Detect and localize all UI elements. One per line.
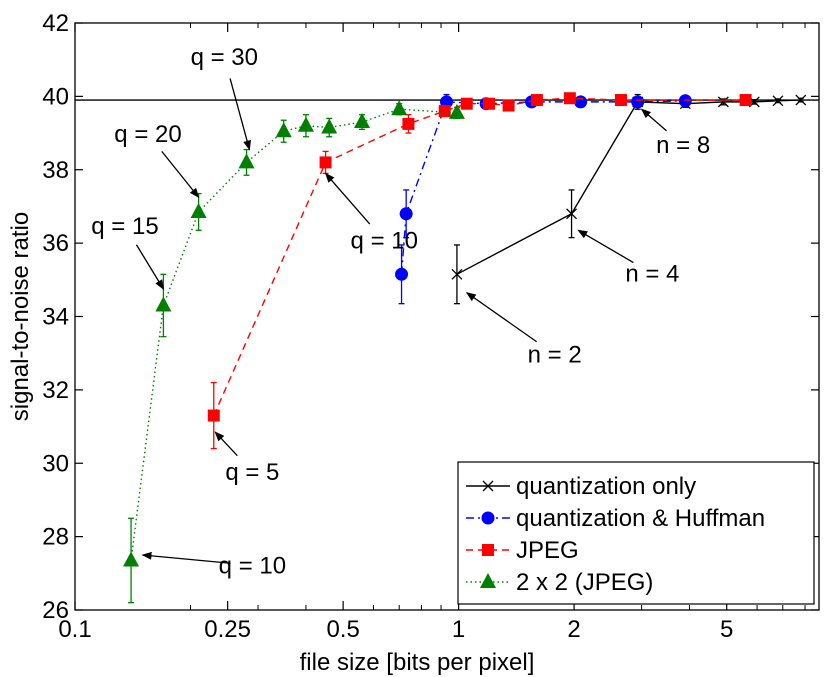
annotation-arrow-4 — [214, 431, 238, 457]
x-tick-label-2: 0.5 — [326, 616, 359, 643]
data-point-2-1 — [319, 156, 332, 169]
legend: quantization only quantization & Huffman J… — [457, 461, 815, 605]
y-tick-label-6: 38 — [42, 157, 69, 184]
data-point-2-7 — [530, 94, 543, 107]
y-tick-label-2: 30 — [42, 450, 69, 477]
legend-box — [457, 461, 815, 605]
data-point-0-4-stroke-b — [717, 96, 729, 108]
annotation-label-1: q = 20 — [114, 121, 181, 148]
annotation-label-0: q = 30 — [191, 44, 258, 71]
legend-label-2: JPEG — [516, 537, 579, 564]
annotation-layer: q = 30 q = 20 q = 15 q = 10 q = 5 q = 10 n = 8… — [91, 44, 710, 579]
annotation-arrow-0 — [229, 78, 251, 151]
x-tick-label-0: 0.1 — [58, 616, 91, 643]
annotation-arrow-7 — [577, 229, 634, 264]
data-point-0-1-stroke-b — [566, 208, 578, 220]
data-point-2-0 — [207, 409, 220, 422]
x-tick-label-4: 2 — [567, 616, 580, 643]
annotation-arrow-2 — [135, 244, 164, 290]
legend-label-3: 2 x 2 (JPEG) — [516, 569, 653, 596]
annotation-label-7: n = 4 — [625, 261, 679, 288]
data-point-0-0 — [451, 268, 463, 280]
data-point-3-1 — [155, 296, 172, 312]
legend-marker-3 — [480, 573, 496, 588]
data-point-2-9 — [614, 94, 627, 107]
data-point-3-2 — [190, 202, 207, 218]
series-line-2 — [213, 97, 746, 416]
annotation-label-5: q = 10 — [219, 552, 286, 579]
data-point-3-6 — [321, 118, 338, 134]
y-tick-label-3: 32 — [42, 377, 69, 404]
series-line-0 — [456, 99, 801, 275]
data-point-1-1 — [399, 207, 413, 221]
legend-label-0: quantization only — [516, 473, 696, 500]
legend-marker-0-stroke-b — [482, 480, 494, 492]
data-point-0-6 — [772, 95, 784, 107]
data-point-2-2 — [402, 117, 415, 130]
data-point-1-0 — [395, 267, 409, 281]
legend-entry-2: JPEG — [466, 537, 579, 564]
legend-marker-2 — [482, 544, 494, 556]
series-layer — [123, 92, 807, 604]
data-point-0-7-stroke-b — [795, 94, 807, 106]
data-point-0-7 — [795, 94, 807, 106]
data-point-0-0-stroke-b — [451, 268, 463, 280]
series-0 — [451, 93, 807, 305]
legend-marker-1 — [481, 511, 495, 525]
y-tick-label-4: 34 — [42, 304, 69, 331]
data-point-3-7 — [354, 113, 371, 129]
y-tick-label-8: 42 — [42, 10, 69, 37]
legend-label-1: quantization & Huffman — [516, 505, 765, 532]
data-point-0-6-stroke-b — [772, 95, 784, 107]
annotation-arrow-1 — [161, 150, 200, 199]
annotation-label-3: q = 10 — [351, 228, 418, 255]
series-3 — [123, 100, 465, 604]
data-point-3-0 — [123, 551, 140, 567]
data-point-1-7 — [678, 94, 692, 108]
annotation-label-2: q = 15 — [91, 213, 158, 240]
axes: 26 28 30 32 34 36 38 40 42 0.1 0.25 0.5 1 2 5 file size… — [7, 10, 820, 676]
data-point-0-4 — [717, 96, 729, 108]
annotation-arrow-8 — [465, 292, 538, 343]
annotation-label-6: n = 8 — [656, 132, 710, 159]
y-tick-label-7: 40 — [42, 83, 69, 110]
data-point-2-8 — [563, 92, 576, 105]
annotation-arrow-6 — [640, 108, 667, 132]
x-tick-label-5: 5 — [720, 616, 733, 643]
data-point-0-1 — [566, 208, 578, 220]
x-tick-label-3: 1 — [452, 616, 465, 643]
data-point-3-4 — [275, 122, 292, 138]
legend-marker-0 — [482, 480, 494, 492]
y-tick-label-5: 36 — [42, 230, 69, 257]
data-point-3-8 — [391, 100, 408, 116]
series-line-1 — [400, 100, 686, 275]
data-point-2-10 — [739, 94, 752, 107]
annotation-arrow-5 — [141, 551, 231, 564]
x-tick-label-1: 0.25 — [204, 616, 251, 643]
annotation-label-8: n = 2 — [528, 341, 582, 368]
data-point-3-9 — [448, 103, 465, 119]
legend-entry-0: quantization only — [466, 473, 696, 500]
x-axis-label: file size [bits per pixel] — [300, 649, 535, 676]
data-point-3-3 — [238, 153, 255, 169]
data-point-2-5 — [482, 97, 495, 110]
data-point-3-5 — [297, 116, 314, 132]
series-line-3 — [130, 108, 457, 561]
annotation-label-4: q = 5 — [225, 459, 279, 486]
legend-entry-3: 2 x 2 (JPEG) — [466, 569, 653, 596]
data-point-2-4 — [460, 97, 473, 110]
annotation-arrow-3 — [324, 172, 371, 225]
y-tick-label-1: 28 — [42, 524, 69, 551]
series-2 — [207, 92, 752, 450]
y-tick-label-0: 26 — [42, 597, 69, 624]
data-point-2-3 — [438, 105, 451, 118]
data-point-2-6 — [502, 99, 515, 112]
y-axis-label: signal-to-noise ratio — [7, 212, 34, 421]
legend-entry-1: quantization & Huffman — [466, 505, 765, 532]
data-point-1-6 — [631, 95, 645, 109]
data-point-1-5 — [574, 95, 588, 109]
